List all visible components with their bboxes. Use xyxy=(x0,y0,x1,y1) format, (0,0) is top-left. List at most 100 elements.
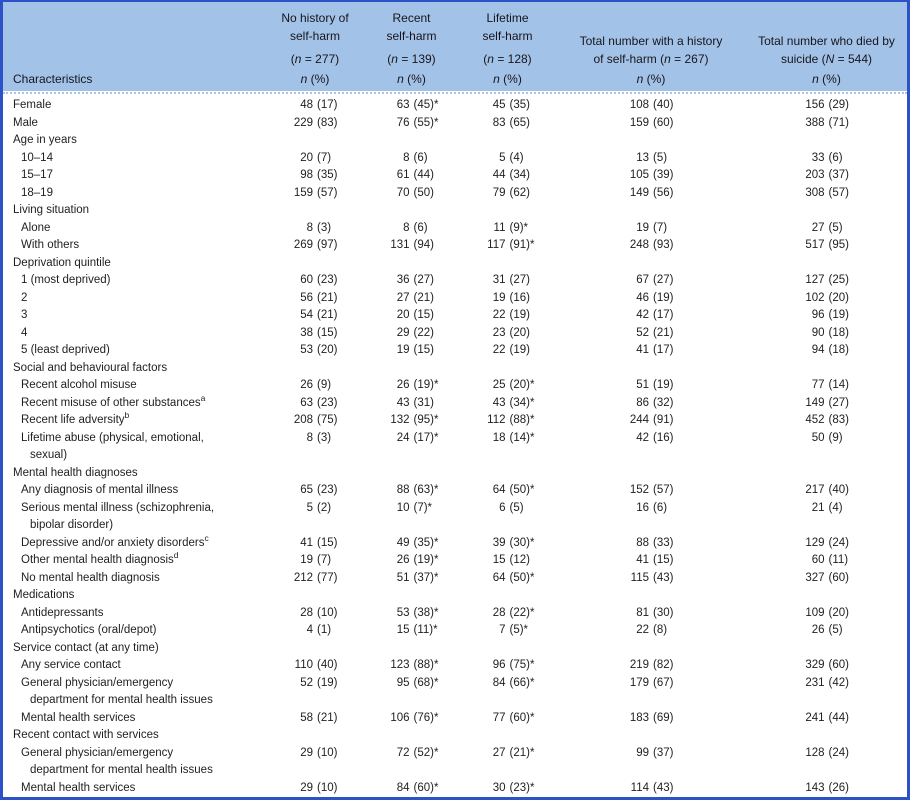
characteristics-header: Characteristics xyxy=(13,72,93,86)
cell-percent: (9)* xyxy=(509,221,529,234)
cell-value: 212 (77) xyxy=(266,570,364,588)
cell-count: 42 xyxy=(636,431,649,444)
cell-percent: (11) xyxy=(828,554,849,566)
cell-count: 27 xyxy=(396,291,410,304)
cell-percent: (10) xyxy=(317,781,338,794)
cell-percent: (60)* xyxy=(413,781,439,794)
cell-count: 22 xyxy=(636,624,649,636)
cell-count: 19 xyxy=(396,344,410,356)
cell-percent: (83) xyxy=(317,116,338,129)
cell-count: 229 xyxy=(293,116,313,129)
cell-value: 53 (20) xyxy=(266,342,364,360)
cell-percent: (15) xyxy=(413,344,434,356)
cell-percent: (23) xyxy=(317,396,338,409)
section-row: Recent contact with services xyxy=(3,727,907,745)
cell-count: 50 xyxy=(811,431,825,444)
table-row: 1 (most deprived) 60 (23) 36 (27) 31 (27) 67 (27… xyxy=(3,272,907,290)
cell-count: 329 xyxy=(805,659,825,671)
cell-value: 52 (21) xyxy=(556,325,746,343)
table-row: General physician/emergency department fo… xyxy=(3,745,907,780)
cell-value: 123 (88)* xyxy=(364,657,459,675)
row-label: Mental health services xyxy=(21,711,136,724)
cell-count: 52 xyxy=(300,676,313,689)
table-row: Lifetime abuse (physical, emotional, sexu… xyxy=(3,430,907,465)
cell-percent: (6) xyxy=(653,501,668,514)
cell-percent: (17) xyxy=(653,309,674,321)
row-label: General physician/emergency department fo… xyxy=(3,675,266,710)
table-row: Other mental health diagnosisd 19 (7) 26 (19… xyxy=(3,551,907,570)
cell-percent: (22)* xyxy=(509,606,535,619)
section-row: Medications xyxy=(3,587,907,605)
cell-percent: (63)* xyxy=(413,484,439,496)
cell-count: 77 xyxy=(492,711,506,724)
cell-value: 81 (30) xyxy=(556,605,746,623)
cell-value: 183 (69) xyxy=(556,710,746,728)
section-row: Deprivation quintile xyxy=(3,255,907,273)
cell-percent: (60)* xyxy=(509,711,535,724)
table-row: Depressive and/or anxiety disordersc 41 (1… xyxy=(3,533,907,553)
cell-count: 48 xyxy=(300,99,313,111)
cell-value: 26 (19)* xyxy=(364,552,459,570)
cell-count: 94 xyxy=(811,344,825,356)
column-header-line: self-harm xyxy=(482,29,533,43)
cell-value: 105 (39) xyxy=(556,167,746,185)
cell-value: 219 (82) xyxy=(556,657,746,675)
cell-count: 53 xyxy=(396,606,410,619)
cell-value: 84 (60)* xyxy=(364,780,459,798)
cell-count: 127 xyxy=(805,274,825,286)
section-row: Service contact (at any time) xyxy=(3,640,907,658)
cell-percent: (21)* xyxy=(509,746,535,759)
cell-count: 114 xyxy=(630,781,649,794)
column-count: (n = 139) xyxy=(387,52,436,66)
cell-percent: (12) xyxy=(509,554,530,566)
cell-percent: (57) xyxy=(828,186,849,199)
cell-count: 269 xyxy=(293,239,313,251)
cell-percent: (5) xyxy=(828,624,843,636)
cell-value: 156 (29) xyxy=(746,97,907,115)
cell-percent: (6) xyxy=(413,221,428,234)
cell-percent: (27) xyxy=(509,274,530,286)
cell-value: 10 (7)* xyxy=(364,500,459,518)
row-label: 10–14 xyxy=(21,151,53,164)
cell-percent: (82) xyxy=(653,659,674,671)
cell-count: 18 xyxy=(492,431,506,444)
cell-percent: (21) xyxy=(317,309,338,321)
cell-count: 23 xyxy=(492,326,506,339)
cell-percent: (20)* xyxy=(509,379,535,391)
cell-count: 16 xyxy=(636,501,649,514)
cell-value: 327 (60) xyxy=(746,570,907,588)
cell-value: 26 (5) xyxy=(746,622,907,640)
row-label: Living situation xyxy=(13,204,90,216)
cell-value: 21 (4) xyxy=(746,500,907,518)
cell-count: 86 xyxy=(636,396,649,409)
cell-percent: (3) xyxy=(317,431,332,444)
cell-count: 117 xyxy=(487,239,506,251)
cell-percent: (23) xyxy=(317,484,338,496)
column-header-line: Total number who died by xyxy=(758,34,895,48)
table-row: Recent alcohol misuse 26 (9) 26 (19)* 25 (20)*… xyxy=(3,377,907,395)
cell-percent: (21) xyxy=(317,711,338,724)
cell-count: 88 xyxy=(396,484,410,496)
cell-value: 517 (95) xyxy=(746,237,907,255)
cell-count: 70 xyxy=(396,186,410,199)
cell-count: 67 xyxy=(636,274,649,286)
cell-percent: (32) xyxy=(653,396,674,409)
cell-percent: (91) xyxy=(653,414,674,426)
cell-percent: (17) xyxy=(653,344,674,356)
cell-count: 84 xyxy=(396,781,410,794)
cell-value: 244 (91) xyxy=(556,412,746,430)
cell-value: 70 (50) xyxy=(364,185,459,203)
cell-percent: (15) xyxy=(413,309,434,321)
table-body: Female 48 (17) 63 (45)* 45 (35) 108 (40) 156 (29) M… xyxy=(3,95,907,797)
cell-count: 132 xyxy=(390,414,410,426)
cell-count: 26 xyxy=(811,624,825,636)
cell-count: 112 xyxy=(487,414,506,426)
cell-value: 241 (44) xyxy=(746,710,907,728)
cell-count: 95 xyxy=(396,676,410,689)
cell-value: 29 (10) xyxy=(266,745,364,763)
cell-percent: (34) xyxy=(509,169,530,181)
column-count: (n = 277) xyxy=(290,52,340,66)
cell-percent: (27) xyxy=(653,274,674,286)
table-row: Mental health services 58 (21) 106 (76)* 77 (6… xyxy=(3,710,907,728)
cell-count: 11 xyxy=(493,221,506,234)
